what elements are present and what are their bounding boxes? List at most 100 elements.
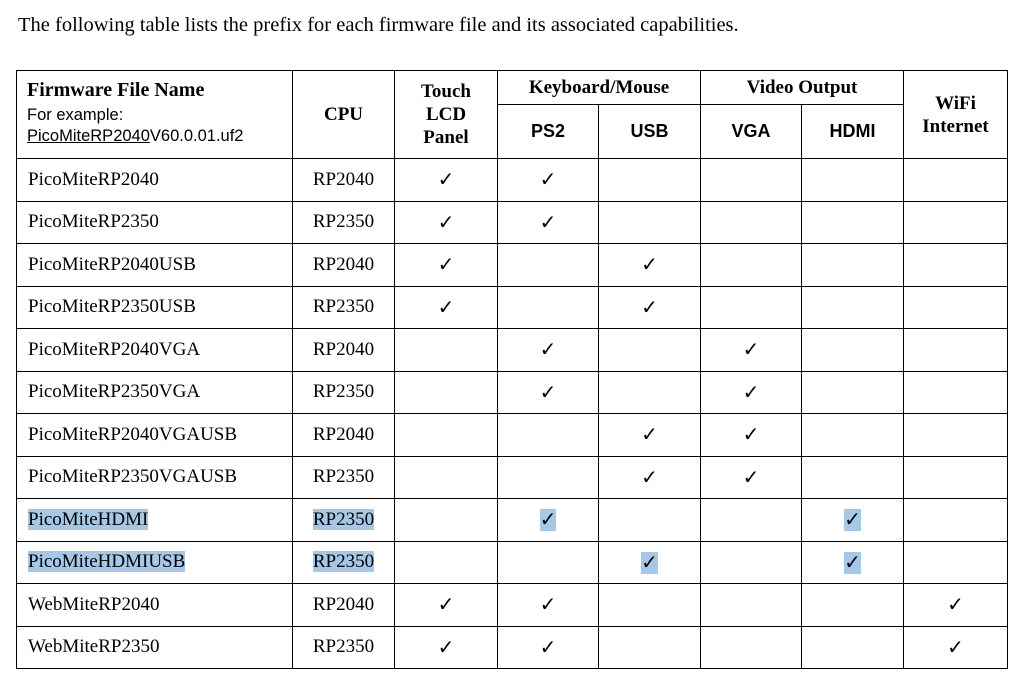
header-touch: Touch LCD Panel [394,70,498,159]
table-row: PicoMiteRP2040VGA RP2040 ✓ ✓ [16,328,1009,372]
usb-cell: ✓ [597,243,702,287]
ps2-cell [497,285,599,329]
firmware-name-text: PicoMiteRP2040 [28,168,159,190]
cpu-cell-text: RP2040 [312,253,375,275]
usb-cell: ✓ [597,413,702,457]
cpu-cell: RP2350 [292,498,395,542]
cpu-cell-text: RP2040 [312,168,375,190]
checkmark-icon: ✓ [539,339,557,362]
table-row: PicoMiteRP2350VGAUSB RP2350 ✓ ✓ [16,455,1009,499]
cpu-cell: RP2350 [292,540,395,584]
wifi-cell [903,370,1009,414]
vga-cell [700,243,803,287]
header-wifi: WiFi Internet [903,70,1009,159]
checkmark-icon: ✓ [437,636,455,659]
vga-cell [700,583,803,627]
firmware-name: PicoMiteRP2040VGA [16,328,293,372]
vga-cell [700,540,803,584]
cpu-cell: RP2040 [292,328,395,372]
wifi-cell [903,200,1009,244]
firmware-name-text: PicoMiteRP2040VGA [28,338,201,360]
usb-cell [597,498,702,542]
header-touch-line: Touch [421,81,471,102]
ps2-cell: ✓ [497,370,599,414]
hdmi-cell [801,583,905,627]
checkmark-icon: ✓ [742,381,760,404]
hdmi-cell [801,455,905,499]
touch-cell [394,498,498,542]
usb-cell [597,328,702,372]
header-example-label: For example: [27,106,124,124]
checkmark-icon: ✓ [641,551,658,574]
table-row: PicoMiteRP2350 RP2350 ✓ ✓ [16,200,1009,244]
touch-cell: ✓ [394,625,498,669]
header-usb: USB [597,104,702,159]
firmware-name-text: PicoMiteRP2350VGA [28,381,201,403]
header-ps2: PS2 [497,104,599,159]
hdmi-cell [801,285,905,329]
cpu-cell: RP2040 [292,243,395,287]
firmware-name-text: WebMiteRP2350 [28,636,160,658]
touch-cell: ✓ [394,158,498,202]
wifi-cell: ✓ [903,583,1009,627]
cpu-cell: RP2350 [292,625,395,669]
firmware-name: PicoMiteRP2350 [16,200,293,244]
checkmark-icon: ✓ [641,254,658,277]
hdmi-cell [801,413,905,457]
firmware-name: PicoMiteHDMI [16,498,293,542]
firmware-name: PicoMiteHDMIUSB [16,540,293,584]
table-row: PicoMiteHDMI RP2350 ✓ ✓ [16,498,1009,542]
firmware-name: PicoMiteRP2040VGAUSB [16,413,293,457]
header-example-suffix: V60.0.01.uf2 [149,127,244,145]
firmware-name: PicoMiteRP2040USB [16,243,293,287]
ps2-cell: ✓ [497,158,599,202]
vga-cell: ✓ [700,328,803,372]
wifi-cell: ✓ [903,625,1009,669]
wifi-cell [903,498,1009,542]
ps2-cell: ✓ [497,200,599,244]
cpu-cell: RP2350 [292,200,395,244]
cpu-cell: RP2040 [292,158,395,202]
table-row: PicoMiteHDMIUSB RP2350 ✓ ✓ [16,540,1009,584]
checkmark-icon: ✓ [947,594,964,617]
usb-cell [597,625,702,669]
hdmi-cell [801,200,905,244]
ps2-cell: ✓ [497,583,599,627]
touch-cell: ✓ [394,243,498,287]
cpu-cell-text: RP2040 [312,593,375,615]
cpu-cell-text: RP2350 [312,508,375,530]
wifi-cell [903,540,1009,584]
checkmark-icon: ✓ [437,254,455,277]
cpu-cell: RP2040 [292,583,395,627]
checkmark-icon: ✓ [437,169,455,192]
table-row: PicoMiteRP2350VGA RP2350 ✓ ✓ [16,370,1009,414]
checkmark-icon: ✓ [539,509,557,532]
checkmark-icon: ✓ [539,636,557,659]
header-keyboard-mouse: Keyboard/Mouse [496,70,702,105]
header-touch-line: Panel [423,127,469,148]
touch-cell: ✓ [394,200,498,244]
touch-cell [394,328,498,372]
hdmi-cell: ✓ [801,540,905,584]
cpu-cell-text: RP2350 [312,551,375,573]
firmware-name: PicoMiteRP2350VGAUSB [16,455,293,499]
checkmark-icon: ✓ [742,424,760,447]
ps2-cell: ✓ [497,498,599,542]
checkmark-icon: ✓ [539,169,557,192]
usb-cell: ✓ [597,455,702,499]
table-row: WebMiteRP2350 RP2350 ✓ ✓ ✓ [16,625,1009,669]
checkmark-icon: ✓ [844,551,861,574]
checkmark-icon: ✓ [539,594,557,617]
ps2-cell [497,540,599,584]
cpu-cell-text: RP2350 [312,466,375,488]
checkmark-icon: ✓ [437,296,455,319]
hdmi-cell [801,625,905,669]
table-body: PicoMiteRP2040 RP2040 ✓ ✓ PicoMiteRP2350 RP23… [16,158,1009,669]
wifi-cell [903,413,1009,457]
firmware-name-text: WebMiteRP2040 [28,593,160,615]
usb-cell [597,200,702,244]
cpu-cell-text: RP2040 [312,423,375,445]
firmware-name-text: PicoMiteRP2350 [28,211,159,233]
checkmark-icon: ✓ [641,466,658,489]
header-wifi-line: WiFi [935,92,976,114]
